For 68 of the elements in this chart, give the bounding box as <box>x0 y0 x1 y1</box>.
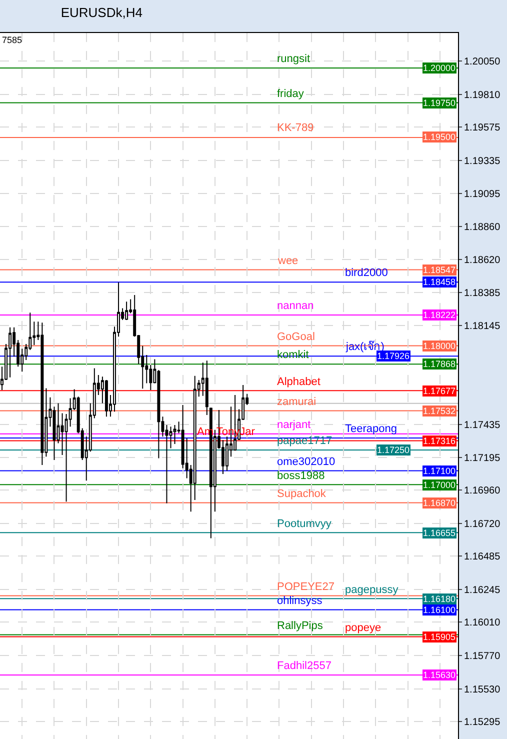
ref-line-label: RallyPips <box>277 620 324 632</box>
y-tick-label: 1.19810 <box>464 90 501 101</box>
ref-line-label: Teerapong <box>345 423 397 435</box>
y-tick-label: 1.19095 <box>464 189 501 200</box>
candlestick <box>205 360 208 416</box>
y-tick-label: 1.20050 <box>464 56 501 68</box>
ref-line-label: friday <box>277 88 304 100</box>
y-tick-label: 1.18620 <box>464 255 501 266</box>
ref-line-label: nannan <box>277 300 314 312</box>
annotation: 1.16655 <box>423 528 456 538</box>
annotation: 1.17316 <box>423 436 456 446</box>
annotation: 1.17868 <box>423 359 456 369</box>
y-tick-label: 1.15530 <box>464 684 501 696</box>
annotation: 1.18458 <box>423 277 456 287</box>
candlestick <box>104 379 108 418</box>
candlestick <box>8 326 12 378</box>
ref-line-label: boss1988 <box>277 470 325 482</box>
annotation: 1.15630 <box>423 670 456 680</box>
annotation: 1.19500 <box>423 132 456 142</box>
ref-line-label: Supachok <box>277 488 326 500</box>
ref-line-label: Pootumvyy <box>277 518 332 530</box>
y-tick-label: 1.19335 <box>464 156 501 167</box>
annotation: 1.17677 <box>423 386 456 396</box>
ref-line-label: rungsit <box>277 53 310 65</box>
ref-line-label: Fadhil2557 <box>277 660 332 672</box>
annotation: 1.17000 <box>423 480 456 490</box>
y-tick-label: 1.19575 <box>464 122 501 134</box>
y-tick-label: 1.17435 <box>464 420 501 431</box>
y-tick-label: 1.16010 <box>464 618 501 629</box>
annotation: 1.18547 <box>423 265 456 275</box>
ref-line-label: GoGoal <box>277 331 315 343</box>
annotation: 1.16100 <box>423 605 456 615</box>
annotation: 1.17250 <box>377 445 410 455</box>
y-tick-label: 1.16720 <box>464 519 501 530</box>
y-tick-label: 1.18145 <box>464 321 501 332</box>
chart-title: EURUSDk,H4 <box>60 5 142 20</box>
annotation: 1.18000 <box>423 341 456 351</box>
y-tick-label: 1.16485 <box>464 552 501 563</box>
annotation: 1.19750 <box>423 98 456 108</box>
ref-line-label: narjant <box>277 419 311 431</box>
ref-line-label: KK-789 <box>277 122 314 134</box>
ref-line-label: ome302010 <box>277 456 336 468</box>
y-tick-label: 1.15295 <box>464 717 501 728</box>
y-tick-label: 1.15770 <box>464 651 501 662</box>
y-tick-label: 1.16960 <box>464 486 501 497</box>
ref-line-label: POPEYE27 <box>277 581 334 593</box>
annotation: 1.17532 <box>423 406 456 416</box>
candlestick <box>40 322 44 466</box>
candlestick <box>125 301 128 320</box>
y-tick-label: 1.16245 <box>464 585 501 596</box>
ref-line-label: popeye <box>345 622 382 634</box>
y-tick-label: 1.17195 <box>464 453 501 464</box>
annotation: 1.18222 <box>423 310 456 320</box>
annotation: 1.16870 <box>423 498 456 508</box>
candlestick <box>173 424 176 444</box>
y-tick-label: 1.18860 <box>464 222 501 233</box>
annotation: 1.17100 <box>423 466 456 476</box>
annotation: 7585 <box>2 35 22 45</box>
annotation: 1.16180 <box>423 594 456 604</box>
ref-line-label: pagepussy <box>345 584 399 596</box>
annotation: 1.20000 <box>423 63 456 73</box>
ref-line-label: Alphabet <box>277 376 320 388</box>
ref-line-label: bird2000 <box>345 267 388 279</box>
y-tick-label: 1.18385 <box>464 288 501 299</box>
annotation: 1.15905 <box>423 632 456 642</box>
annotation: 1.17926 <box>377 351 410 361</box>
ref-line-label: wee <box>277 255 298 267</box>
ref-line-label: zamurai <box>277 396 316 408</box>
